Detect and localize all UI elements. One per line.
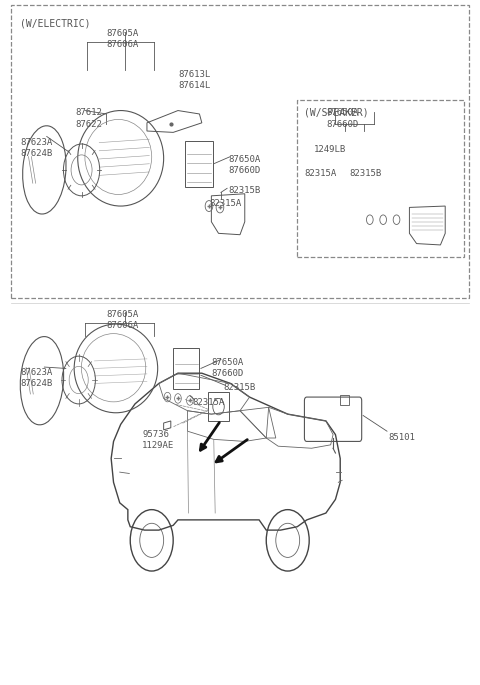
Text: 85101: 85101 xyxy=(388,433,415,443)
Text: (W/SPEAKER): (W/SPEAKER) xyxy=(304,107,369,117)
Text: 87605A
87606A: 87605A 87606A xyxy=(107,310,139,330)
Text: (W/ELECTRIC): (W/ELECTRIC) xyxy=(21,18,91,29)
Text: 82315A: 82315A xyxy=(209,199,241,208)
Text: 87612
87622: 87612 87622 xyxy=(75,108,102,129)
Text: 82315B: 82315B xyxy=(223,384,255,393)
Text: 87623A
87624B: 87623A 87624B xyxy=(21,368,53,388)
Text: 87623A
87624B: 87623A 87624B xyxy=(21,138,53,158)
Text: 82315A: 82315A xyxy=(304,169,336,177)
Text: 1249LB: 1249LB xyxy=(314,145,346,153)
Text: 87650A
87660D: 87650A 87660D xyxy=(211,358,244,377)
Text: 82315B: 82315B xyxy=(350,169,382,177)
Text: 87605A
87606A: 87605A 87606A xyxy=(107,29,139,49)
Text: 87650A
87660D: 87650A 87660D xyxy=(326,108,358,129)
Text: 82315B: 82315B xyxy=(228,186,260,195)
Text: 95736
1129AE: 95736 1129AE xyxy=(142,429,174,450)
Text: 87650A
87660D: 87650A 87660D xyxy=(228,155,260,175)
Text: 87613L
87614L: 87613L 87614L xyxy=(178,70,210,90)
Text: 82315A: 82315A xyxy=(192,399,225,408)
